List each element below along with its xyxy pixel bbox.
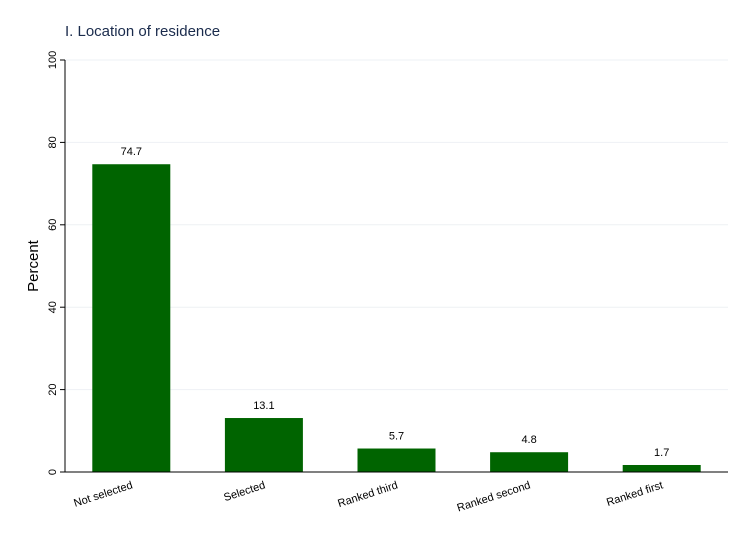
x-category-label: Ranked first [605,479,665,509]
y-tick-label: 60 [47,219,59,231]
data-label: 5.7 [389,431,404,443]
data-label: 1.7 [654,447,669,459]
y-tick-label: 40 [47,301,59,313]
data-labels: 74.7 13.1 5.7 4.8 1.7 [121,146,670,459]
bar [357,448,436,472]
bars [92,164,701,472]
x-category-label: Selected [222,479,266,504]
chart-title: I. Location of residence [65,23,220,40]
bar [490,452,569,472]
gridlines [65,59,728,391]
bar [224,418,303,472]
data-label: 4.8 [521,434,536,446]
y-tick-label: 100 [47,51,59,69]
y-tick-label: 80 [47,136,59,148]
x-category-label: Not selected [72,479,134,509]
x-axis-labels: Not selected Selected Ranked third Ranked s… [72,479,664,514]
y-tick-label: 0 [47,469,59,475]
bar [622,464,701,472]
y-axis-label: Percent [25,239,42,292]
data-label: 13.1 [253,400,274,412]
x-category-label: Ranked second [456,479,532,514]
y-tick-label: 20 [47,383,59,395]
bar [92,164,171,472]
data-label: 74.7 [121,146,142,158]
x-category-label: Ranked third [336,479,399,510]
y-axis-ticks: 0 20 40 60 80 100 [47,51,65,475]
